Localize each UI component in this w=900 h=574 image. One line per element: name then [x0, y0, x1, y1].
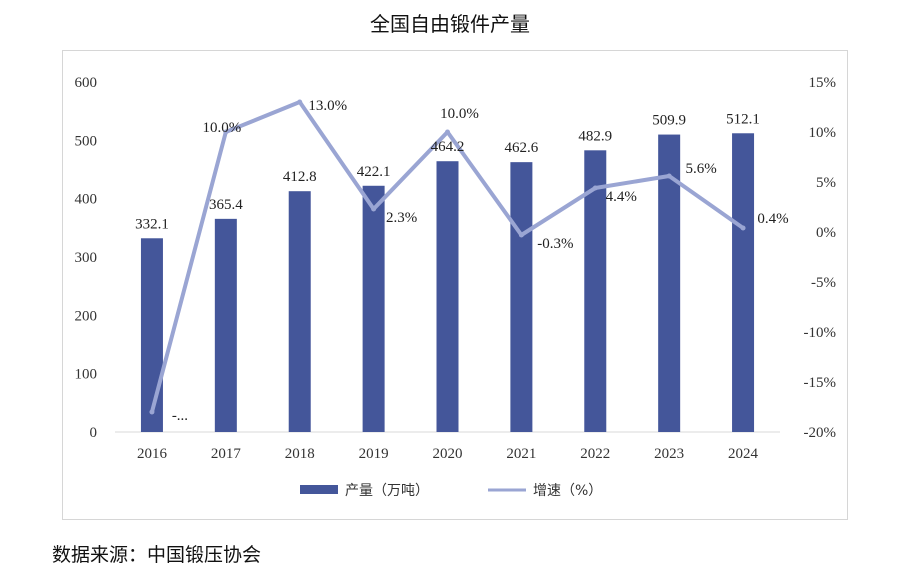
y-left-tick-label: 200: [75, 308, 98, 324]
x-tick-label: 2022: [580, 446, 610, 462]
line-series: [149, 99, 746, 415]
x-tick-label: 2020: [433, 446, 463, 462]
legend-label-bar: 产量（万吨）: [345, 483, 429, 499]
legend-swatch-bar: [300, 485, 338, 494]
bar: [732, 133, 755, 432]
bar-data-label: 462.6: [505, 140, 539, 156]
y-axis-left: 0 100 200 300 400 500 600: [75, 75, 98, 441]
y-axis-right: -20% -15% -10% -5% 0% 5% 10% 15%: [804, 75, 837, 441]
bar-data-labels: 332.1 365.4 412.8 422.1 464.2 462.6 482.9 509.9…: [135, 111, 760, 232]
line-data-label: -...: [172, 408, 188, 424]
y-right-tick-label: -10%: [804, 325, 837, 341]
bar: [584, 150, 607, 432]
bar-data-label: 512.1: [726, 111, 760, 127]
bar-data-label: 509.9: [652, 113, 686, 129]
line-data-label: 2.3%: [386, 210, 417, 226]
y-left-tick-label: 100: [75, 367, 98, 383]
line-point: [592, 185, 598, 191]
legend: 产量（万吨） 增速（%）: [300, 483, 602, 499]
y-right-tick-label: 15%: [809, 75, 837, 91]
line-data-label: 4.4%: [606, 189, 637, 205]
y-right-tick-label: 10%: [809, 125, 837, 141]
bar-data-label: 332.1: [135, 216, 169, 232]
y-right-tick-label: -20%: [804, 425, 837, 441]
page-title: 全国自由锻件产量: [370, 12, 530, 36]
bar: [436, 161, 459, 432]
line-data-label: 10.0%: [440, 106, 479, 122]
bar: [658, 134, 681, 432]
x-tick-label: 2018: [285, 446, 315, 462]
bar: [288, 191, 311, 432]
x-tick-label: 2016: [137, 446, 168, 462]
y-left-tick-label: 0: [90, 425, 98, 441]
y-right-tick-label: 5%: [816, 175, 836, 191]
bar-data-label: 412.8: [283, 169, 317, 185]
x-tick-label: 2017: [211, 446, 242, 462]
bar-data-label: 365.4: [209, 197, 243, 213]
bar: [362, 185, 385, 432]
chart-frame: [62, 50, 848, 520]
bar: [510, 162, 533, 432]
x-tick-label: 2024: [728, 446, 759, 462]
line-data-label: 0.4%: [757, 211, 788, 227]
x-tick-label: 2019: [359, 446, 389, 462]
line-point: [518, 232, 524, 238]
bar-series: [140, 133, 755, 432]
line-data-labels: -... 10.0% 13.0% 2.3% 10.0% -0.3% 4.4% 5.6% 0.4%: [172, 98, 789, 424]
x-axis: 2016 2017 2018 2019 2020 2021 2022 2023 2024: [115, 431, 780, 462]
line-point: [740, 225, 746, 231]
y-left-tick-label: 500: [75, 133, 98, 149]
y-right-tick-label: 0%: [816, 225, 836, 241]
bar-data-label: 464.2: [431, 139, 465, 155]
y-left-tick-label: 300: [75, 250, 98, 266]
y-right-tick-label: -15%: [804, 375, 837, 391]
bar: [140, 238, 163, 432]
y-left-tick-label: 600: [75, 75, 98, 91]
line-point: [666, 173, 672, 179]
bar-data-label: 422.1: [357, 164, 391, 180]
y-right-tick-label: -5%: [811, 275, 836, 291]
bar: [214, 218, 237, 432]
x-tick-label: 2021: [506, 446, 536, 462]
line-point: [223, 129, 229, 135]
line-point: [371, 206, 377, 212]
x-tick-label: 2023: [654, 446, 684, 462]
line-point: [297, 99, 303, 105]
bar-data-label: 482.9: [578, 128, 612, 144]
line-data-label: 13.0%: [308, 98, 347, 114]
legend-label-line: 增速（%）: [533, 483, 602, 499]
line-data-label: -0.3%: [537, 236, 573, 252]
y-left-tick-label: 400: [75, 192, 98, 208]
line-point: [149, 409, 155, 415]
line-point: [445, 129, 450, 135]
line-data-label: 10.0%: [202, 120, 241, 136]
source-note: 数据来源：中国锻压协会: [52, 544, 262, 566]
line-data-label: 5.6%: [686, 161, 717, 177]
